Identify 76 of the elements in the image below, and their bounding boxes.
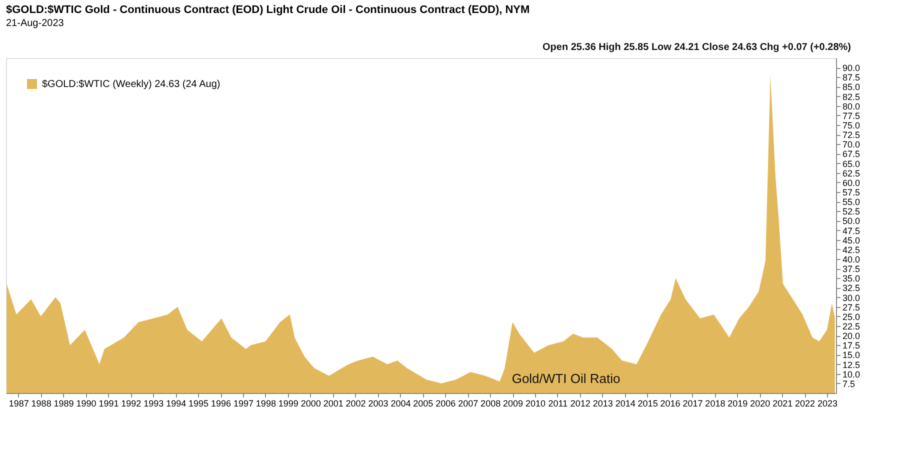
x-tick-label: 2010 xyxy=(525,398,546,408)
x-tick-label: 2014 xyxy=(615,398,636,408)
x-tick-label: 1998 xyxy=(256,398,276,408)
x-tick-label: 1999 xyxy=(278,398,298,408)
y-tick-label: 50.0 xyxy=(842,216,860,226)
x-tick-label: 2013 xyxy=(592,398,613,408)
y-tick-label: 12.5 xyxy=(842,360,860,370)
x-tick-label: 2011 xyxy=(548,398,568,408)
y-tick-label: 7.5 xyxy=(842,378,856,389)
y-tick-label: 15.0 xyxy=(842,350,860,360)
y-tick-label: 10.0 xyxy=(842,369,860,380)
chart-title: $GOLD:$WTIC Gold - Continuous Contract (EOD) Light Crude Oil - Continuous Contract (EOD), NYM xyxy=(6,4,530,16)
x-tick-label: 2000 xyxy=(300,398,321,408)
x-tick-label: 2019 xyxy=(728,398,748,408)
x-tick-label: 1991 xyxy=(98,398,119,408)
x-tick-label: 2002 xyxy=(346,398,366,408)
x-tick-label: 1988 xyxy=(31,398,52,408)
y-tick-label: 40.0 xyxy=(842,254,860,264)
x-tick-label: 2021 xyxy=(772,398,793,408)
x-tick-label: 1989 xyxy=(54,398,74,408)
y-tick-label: 52.5 xyxy=(842,206,860,217)
x-tick-label: 2008 xyxy=(480,398,501,408)
y-tick-label: 17.5 xyxy=(842,340,860,351)
y-tick-label: 20.0 xyxy=(842,331,860,342)
y-tick-label: 70.0 xyxy=(842,140,860,150)
x-tick-label: 1995 xyxy=(188,398,209,408)
y-tick-label: 60.0 xyxy=(842,178,860,188)
x-tick-label: 2020 xyxy=(750,398,770,408)
y-tick-label: 72.5 xyxy=(842,130,860,140)
x-tick-label: 2004 xyxy=(390,398,411,408)
y-tick-label: 57.5 xyxy=(842,188,860,198)
x-tick-label: 1997 xyxy=(233,398,254,408)
x-tick-label: 2001 xyxy=(323,398,344,408)
x-tick-label: 2003 xyxy=(368,398,388,408)
y-tick-label: 87.5 xyxy=(842,72,860,83)
y-tick-label: 55.0 xyxy=(842,197,860,208)
y-tick-label: 67.5 xyxy=(842,149,860,160)
x-tick-label: 2015 xyxy=(638,398,658,408)
x-tick-label: 2012 xyxy=(570,398,590,408)
x-tick-label: 1990 xyxy=(76,398,96,408)
x-tick-label: 1993 xyxy=(144,398,164,408)
y-tick-label: 22.5 xyxy=(842,322,860,332)
y-tick-label: 62.5 xyxy=(842,168,860,178)
x-tick-label: 2006 xyxy=(436,398,456,408)
y-tick-label: 45.0 xyxy=(842,235,860,246)
y-tick-label: 37.5 xyxy=(842,264,860,274)
y-tick-label: 25.0 xyxy=(842,312,860,322)
x-tick-label: 2018 xyxy=(705,398,726,408)
x-tick-label: 2005 xyxy=(413,398,434,408)
x-tick-label: 1994 xyxy=(166,398,186,408)
y-tick-label: 32.5 xyxy=(842,283,860,294)
y-tick-label: 85.0 xyxy=(842,82,860,92)
x-tick-label: 2009 xyxy=(503,398,524,408)
y-tick-label: 65.0 xyxy=(842,158,860,169)
y-tick-label: 75.0 xyxy=(842,120,860,130)
x-tick-label: 2022 xyxy=(795,398,816,408)
y-tick-label: 35.0 xyxy=(842,274,860,284)
y-tick-label: 77.5 xyxy=(842,110,860,121)
text: Open 25.36 High 25.85 Low 24.21 Close 24.63 Chg +0.07 (+0.28%) xyxy=(542,42,851,53)
x-tick-label: 1987 xyxy=(8,398,29,408)
x-tick-label: 2017 xyxy=(682,398,703,408)
annotation: Gold/WTI Oil Ratio xyxy=(512,371,620,386)
legend-label: $GOLD:$WTIC (Weekly) 24.63 (24 Aug) xyxy=(42,79,220,90)
y-tick-label: 47.5 xyxy=(842,226,860,236)
chart-subtitle: 21-Aug-2023 xyxy=(6,18,64,29)
y-tick-label: 42.5 xyxy=(842,244,860,255)
y-tick-label: 80.0 xyxy=(842,101,860,112)
x-tick-label: 2023 xyxy=(818,398,838,408)
y-tick-label: 30.0 xyxy=(842,292,860,303)
y-tick-label: 82.5 xyxy=(842,92,860,102)
y-tick-label: 90.0 xyxy=(842,63,860,74)
x-tick-label: 1992 xyxy=(121,398,142,408)
x-tick-label: 1996 xyxy=(211,398,232,408)
x-tick-label: 2016 xyxy=(660,398,680,408)
x-tick-label: 2007 xyxy=(458,398,478,408)
y-tick-label: 27.5 xyxy=(842,302,860,312)
